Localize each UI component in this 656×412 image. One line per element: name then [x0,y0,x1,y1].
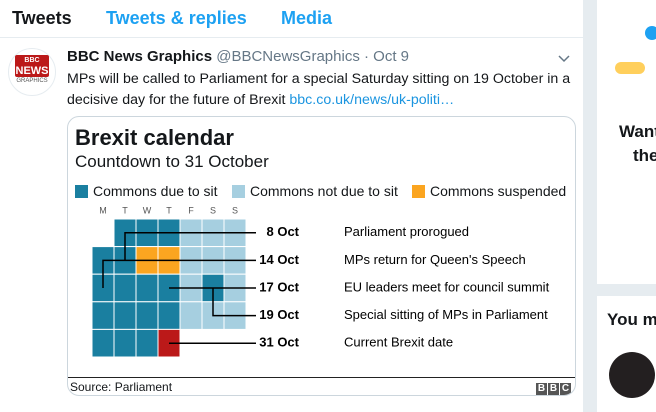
chart-subtitle: Countdown to 31 October [75,152,269,171]
handle[interactable]: @BBCNewsGraphics [216,48,360,65]
icon [615,62,645,74]
day-cell [91,328,115,358]
sidebar-text: Want [619,122,656,141]
media-card[interactable]: Brexit calendar Countdown to 31 October … [67,116,576,396]
tab-bar: Tweets Tweets & replies Media [0,0,583,38]
logo-text: GRAPHICS [16,78,48,84]
leader-line [102,259,256,288]
sidebar-card: Want the [597,0,656,284]
gutter [597,284,656,296]
event-label: EU leaders meet for council summit [344,279,550,294]
event-date: 19 Oct [259,307,299,322]
legend-item: Commons due to sit [75,183,218,199]
gutter [583,0,597,412]
event-date: 17 Oct [259,279,299,294]
avatar[interactable] [609,352,655,398]
legend-swatch [412,185,425,198]
day-cell [135,273,159,303]
logo-text: NEWS [15,65,49,77]
link[interactable]: bbc.co.uk/news/uk-politi… [289,92,455,108]
caret[interactable] [557,54,571,64]
day-cell [113,301,137,330]
legend-item: Commons not due to sit [232,183,398,199]
legend-label: Commons due to sit [93,183,218,199]
weekday: T [122,205,128,215]
avatar[interactable]: BBC NEWS GRAPHICS [8,48,56,96]
tweet-body: MPs will be called to Parliament for a s… [67,71,571,108]
tab[interactable]: Tweets & replies [106,8,247,28]
leader-line [124,232,256,261]
event-label: Current Brexit date [344,335,453,350]
day-cell [91,301,115,330]
tweet-text: MPs will be called to Parliament for a s… [67,69,577,111]
event-label: Special sitting of MPs in Parliament [344,307,548,322]
weekday: S [232,205,238,215]
legend-label: Commons suspended [430,183,567,199]
day-cell [179,301,203,330]
tab[interactable]: Media [281,8,333,28]
logo-letter: B [536,383,547,395]
day-cell [135,301,159,330]
day-cell [113,328,137,358]
day-cell [157,301,181,330]
event-date: 31 Oct [259,335,299,350]
sidebar-heading: You m [607,310,656,329]
weekday: S [210,205,216,215]
source: Source: Parliament [70,380,173,394]
logo-letter: C [560,383,571,395]
event-date: 8 Oct [266,224,299,239]
sidebar-card: You m [597,296,656,412]
logo-letter: B [548,383,559,395]
calendar: M T W T F S S 8 Oct Parliament prorogued 14 Oct MP… [91,205,550,358]
logo: BBC NEWS [15,55,49,77]
day-cell [113,273,137,303]
event-date: 14 Oct [259,252,299,267]
tab[interactable]: Tweets [12,8,72,28]
weekday: F [188,205,194,215]
sidebar-text: the [633,146,656,165]
legend-label: Commons not due to sit [250,183,398,199]
legend-swatch [75,185,88,198]
event-label: MPs return for Queen's Speech [344,252,526,267]
icon [645,26,656,40]
weekday: M [99,205,107,215]
leader-line [212,288,256,317]
tweet-header: BBC News Graphics @BBCNewsGraphics · Oct… [67,48,409,65]
legend-swatch [232,185,245,198]
date[interactable]: Oct 9 [373,48,410,65]
event-label: Parliament prorogued [344,224,469,239]
day-cell [135,328,159,358]
author-name[interactable]: BBC News Graphics [67,48,213,65]
logo-text: BBC [24,57,40,64]
separator: · [364,48,369,65]
weekday: W [143,205,152,215]
weekday: T [166,205,172,215]
legend-item: Commons suspended [412,183,566,199]
chart-title: Brexit calendar [75,125,234,150]
